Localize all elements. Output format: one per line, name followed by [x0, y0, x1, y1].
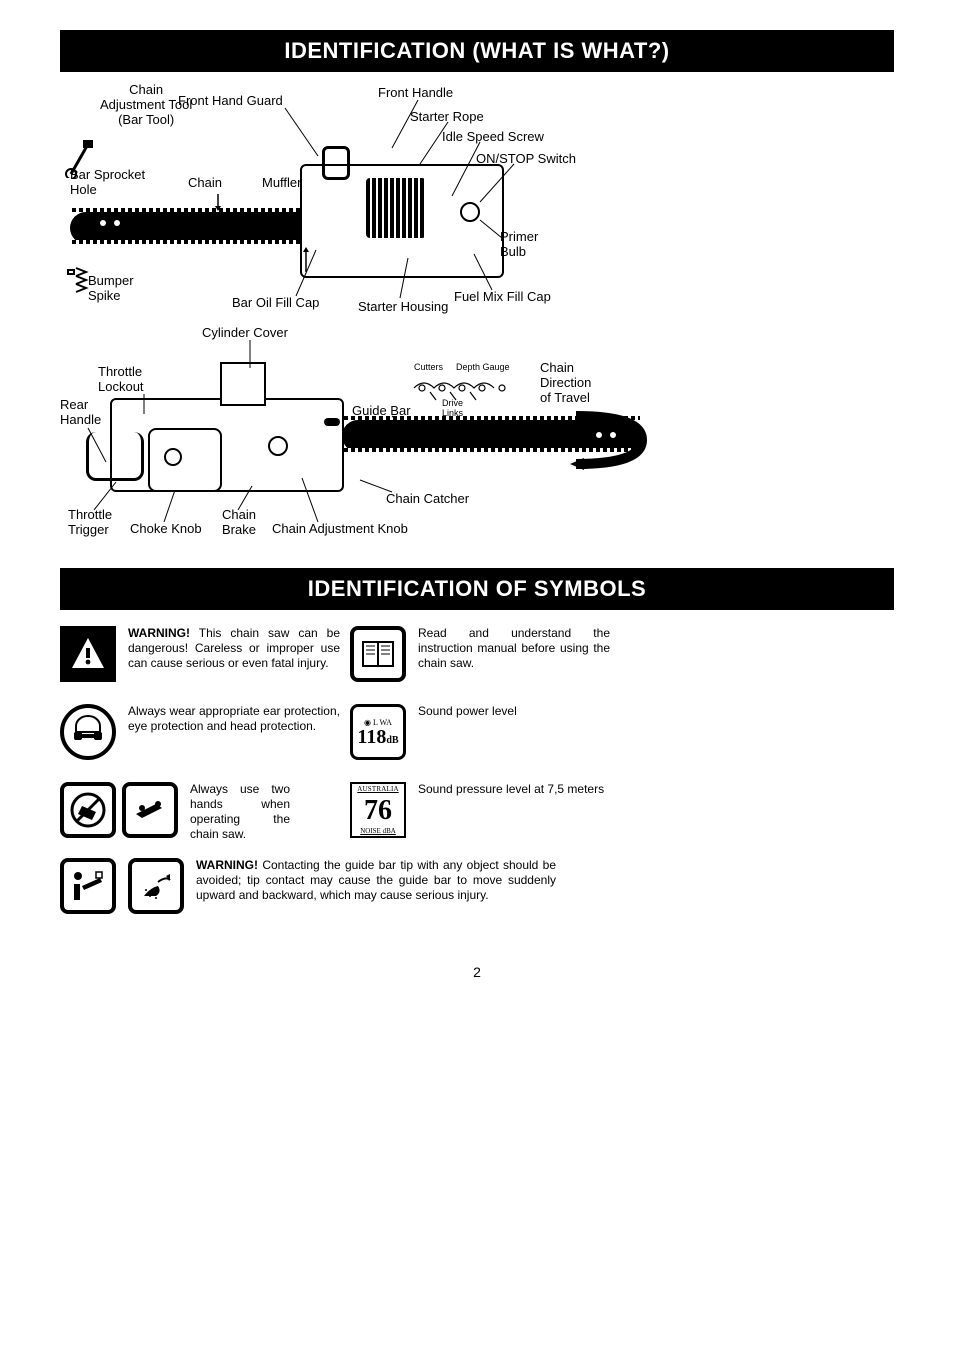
one-hand-crossed-icon: [60, 782, 116, 838]
section-title-symbols: IDENTIFICATION OF SYMBOLS: [60, 568, 894, 610]
sound-pressure-text: Sound pressure level at 7,5 meters: [418, 782, 604, 797]
sound-power-icon: ◉ L WA 118dB: [350, 704, 406, 760]
kickback-icon-1: [60, 858, 116, 914]
label-starter-rope: Starter Rope: [410, 110, 484, 125]
read-manual-icon: [350, 626, 406, 682]
sound-pressure-icon: AUSTRALIA 76 NOISE dBA: [350, 782, 406, 838]
two-hands-text: Always use two hands when operating the …: [190, 782, 290, 842]
two-hands-icon: [122, 782, 178, 838]
label-chain-catcher: Chain Catcher: [386, 492, 469, 507]
kickback-warning-text: WARNING! Contacting the guide bar tip wi…: [196, 858, 556, 903]
label-chain-brake: Chain Brake: [222, 508, 256, 538]
page-number: 2: [60, 964, 894, 980]
warning-triangle-icon: [60, 626, 116, 682]
label-front-hand-guard: Front Hand Guard: [178, 94, 283, 109]
label-chain: Chain: [188, 176, 222, 191]
sound-power-text: Sound power level: [418, 704, 517, 719]
label-starter-housing: Starter Housing: [358, 300, 448, 315]
parts-diagram: Chain Adjustment Tool (Bar Tool) Front H…: [60, 78, 630, 558]
symbol-grid: WARNING! This chain saw can be dangerous…: [60, 620, 894, 848]
label-bumper-spike: Bumper Spike: [88, 274, 134, 304]
kickback-icon-2: [128, 858, 184, 914]
label-choke-knob: Choke Knob: [130, 522, 202, 537]
read-manual-text: Read and understand the instruction manu…: [418, 626, 610, 671]
chain-direction-arrow: [570, 410, 650, 470]
section-title-identification: IDENTIFICATION (WHAT IS WHAT?): [60, 30, 894, 72]
label-throttle-trigger: Throttle Trigger: [68, 508, 112, 538]
label-muffler: Muffler: [262, 176, 302, 191]
label-primer-bulb: Primer Bulb: [500, 230, 538, 260]
kickback-warning-row: WARNING! Contacting the guide bar tip wi…: [60, 858, 894, 914]
ear-eye-head-protection-icon: [60, 704, 116, 760]
warning-danger-text: WARNING! This chain saw can be dangerous…: [128, 626, 340, 671]
ear-protection-text: Always wear appropriate ear protection, …: [128, 704, 340, 734]
label-cylinder-cover: Cylinder Cover: [202, 326, 288, 341]
label-fuel-mix-cap: Fuel Mix Fill Cap: [454, 290, 551, 305]
label-chain-adj-knob: Chain Adjustment Knob: [272, 522, 408, 537]
label-front-handle: Front Handle: [378, 86, 453, 101]
label-bar-oil-cap: Bar Oil Fill Cap: [232, 296, 319, 311]
label-rear-handle: Rear Handle: [60, 398, 101, 428]
label-idle-speed-screw: Idle Speed Screw: [442, 130, 544, 145]
bar-tool-icon: [65, 138, 95, 178]
